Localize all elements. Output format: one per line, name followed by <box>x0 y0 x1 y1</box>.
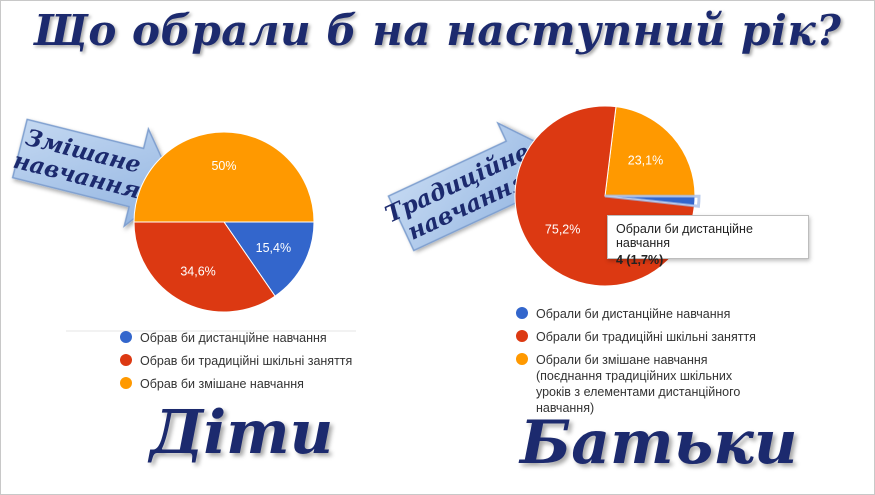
tooltip-label: Обрали би дистанційне навчання <box>616 222 753 250</box>
slice-kids-mixed[interactable] <box>133 131 315 223</box>
legend-item-parents-mixed[interactable]: Обрали би змішане навчання (поєднання тр… <box>516 352 756 416</box>
slice-kids-traditional[interactable] <box>133 221 276 313</box>
tooltip-value: 4 (1,7%) <box>616 253 664 267</box>
legend-item-parents-traditional[interactable]: Обрали би традиційні шкільні заняття <box>516 329 756 345</box>
legend-dot-blue <box>120 331 132 343</box>
legend-item-kids-mixed[interactable]: Обрав би змішане навчання <box>120 376 352 392</box>
group-label-kids: Діти <box>150 398 334 468</box>
slice-tooltip: Обрали би дистанційне навчання 4 (1,7%) <box>607 215 809 267</box>
legend-dot-orange <box>516 353 528 365</box>
legend-parents: Обрали би дистанційне навчання Обрали би… <box>516 306 756 423</box>
legend-item-kids-traditional[interactable]: Обрав би традиційні шкільні заняття <box>120 353 352 369</box>
pie-chart-kids: 50% 15,4% 34,6% <box>133 131 315 313</box>
group-label-parents: Батьки <box>520 408 798 478</box>
slice-kids-distance[interactable] <box>223 221 315 297</box>
slice-parents-mixed-label: 23,1% <box>628 153 663 167</box>
legend-kids: Обрав би дистанційне навчання Обрав би т… <box>120 330 352 399</box>
legend-item-parents-distance[interactable]: Обрали би дистанційне навчання <box>516 306 756 322</box>
slice-parents-distance-highlight <box>604 194 701 208</box>
legend-item-kids-distance[interactable]: Обрав би дистанційне навчання <box>120 330 352 346</box>
legend-dot-red <box>120 354 132 366</box>
legend-dot-orange <box>120 377 132 389</box>
slice-kids-mixed-label: 50% <box>211 159 236 173</box>
slice-kids-distance-label: 15,4% <box>256 241 291 255</box>
page-title: Що обрали б на наступний рік? <box>33 6 842 55</box>
legend-dot-red <box>516 330 528 342</box>
slice-kids-traditional-label: 34,6% <box>180 264 215 278</box>
slice-parents-traditional-label: 75,2% <box>545 223 580 237</box>
slice-parents-mixed[interactable] <box>604 106 696 197</box>
legend-dot-blue <box>516 307 528 319</box>
